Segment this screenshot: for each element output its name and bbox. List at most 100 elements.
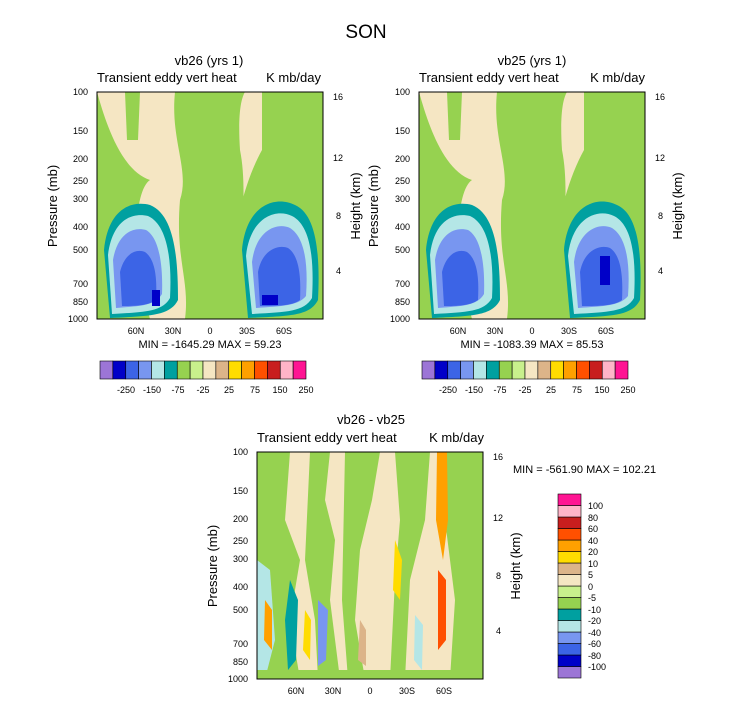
height-tick-label: 16 (655, 92, 665, 102)
y-tick-label: 400 (395, 222, 410, 232)
height-tick-label: 4 (658, 266, 663, 276)
y-tick-label: 100 (73, 87, 88, 97)
y-tick-label: 150 (395, 126, 410, 136)
colorbar-swatches (99, 360, 307, 380)
colorbar-label: -40 (588, 628, 601, 638)
right-subtitle: K mb/day (590, 70, 645, 85)
colorbar-swatches (557, 493, 582, 679)
y-tick-label: 250 (233, 536, 248, 546)
colorbar-swatch (215, 360, 230, 380)
plot-area (418, 91, 646, 320)
colorbar-label: 250 (620, 385, 635, 395)
y-tick-label: 1000 (390, 314, 410, 324)
colorbar-swatch (498, 360, 513, 380)
colorbar-label: 75 (572, 385, 582, 395)
colorbar-label: 10 (588, 559, 598, 569)
y-tick-label: 1000 (68, 314, 88, 324)
y-tick-label: 150 (73, 126, 88, 136)
min-max-label: MIN = -561.90 MAX = 102.21 (513, 464, 656, 476)
colorbar-swatch (99, 360, 114, 380)
y-tick-label: 100 (395, 87, 410, 97)
y-tick-label: 300 (73, 194, 88, 204)
colorbar-label: -150 (143, 385, 161, 395)
x-tick-label: 30N (325, 686, 342, 696)
colorbar-label: -250 (117, 385, 135, 395)
y-tick-label: 500 (395, 245, 410, 255)
height-tick-label: 4 (496, 626, 501, 636)
y-tick-label: 200 (73, 154, 88, 164)
colorbar-swatch (279, 360, 294, 380)
colorbar-swatch (228, 360, 242, 380)
x-axis: 60N 30N 0 30S 60S (450, 326, 614, 336)
left-subtitle: Transient eddy vert heat (257, 430, 397, 445)
colorbar: -250 -150 -75 -25 25 75 150 250 (421, 360, 636, 395)
colorbar-swatch (557, 643, 582, 656)
colorbar-swatch (557, 585, 582, 598)
colorbar-swatch (557, 597, 582, 610)
colorbar-label: -25 (518, 385, 531, 395)
y-tick-label: 150 (233, 486, 248, 496)
colorbar-swatch (486, 360, 500, 380)
y-tick-label: 100 (233, 447, 248, 457)
panel-vb25: vb25 (yrs 1) Transient eddy vert heat K … (366, 53, 685, 395)
height-tick-label: 12 (493, 513, 503, 523)
colorbar-swatch (267, 360, 281, 380)
y-tick-label: 300 (233, 554, 248, 564)
height-tick-label: 12 (655, 153, 665, 163)
panel-vb26: vb26 (yrs 1) Transient eddy vert heat K … (45, 53, 363, 395)
colorbar-label: -75 (171, 385, 184, 395)
colorbar-label: 5 (588, 570, 593, 580)
x-tick-label: 30N (165, 326, 182, 336)
y-axis-right-title: Height (km) (508, 532, 523, 599)
x-tick-label: 60N (450, 326, 467, 336)
x-tick-label: 60N (128, 326, 145, 336)
colorbar-label: -80 (588, 651, 601, 661)
colorbar-label: 75 (250, 385, 260, 395)
x-tick-label: 30S (561, 326, 577, 336)
height-tick-label: 8 (336, 211, 341, 221)
colorbar-swatch (557, 562, 582, 575)
y-axis-right: 4 8 12 16 (655, 92, 665, 276)
colorbar-swatch (189, 360, 204, 380)
colorbar-label: -10 (588, 605, 601, 615)
y-tick-label: 400 (73, 222, 88, 232)
y-tick-label: 850 (73, 297, 88, 307)
colorbar-swatch (557, 574, 582, 587)
x-tick-label: 60S (436, 686, 452, 696)
colorbar-swatch (557, 654, 582, 667)
y-axis-right: 4 8 12 16 (333, 92, 343, 276)
colorbar-label: -25 (196, 385, 209, 395)
y-axis-title: Pressure (mb) (366, 165, 381, 247)
y-axis-right-title: Height (km) (348, 172, 363, 239)
min-max-label: MIN = -1083.39 MAX = 85.53 (460, 339, 603, 351)
colorbar-label: -60 (588, 639, 601, 649)
colorbar-label: -75 (493, 385, 506, 395)
colorbar-label: -150 (465, 385, 483, 395)
colorbar-swatch (460, 360, 474, 380)
colorbar-swatch (557, 608, 582, 621)
y-tick-label: 250 (395, 176, 410, 186)
colorbar-swatch (557, 493, 582, 506)
colorbar-swatch (473, 360, 487, 380)
height-tick-label: 16 (333, 92, 343, 102)
colorbar-swatch (557, 631, 582, 644)
height-tick-label: 8 (658, 211, 663, 221)
colorbar-label: 80 (588, 513, 598, 523)
y-tick-label: 500 (73, 245, 88, 255)
colorbar-swatch (202, 360, 217, 380)
height-tick-label: 4 (336, 266, 341, 276)
colorbar-label: 0 (588, 582, 593, 592)
colorbar-swatch (614, 360, 629, 380)
colorbar-swatch (447, 360, 461, 380)
y-tick-label: 700 (395, 279, 410, 289)
y-tick-label: 300 (395, 194, 410, 204)
y-tick-label: 700 (233, 639, 248, 649)
colorbar-label: 250 (298, 385, 313, 395)
plot-area (256, 451, 484, 680)
right-subtitle: K mb/day (429, 430, 484, 445)
y-tick-label: 500 (233, 605, 248, 615)
y-axis-right: 4 8 12 16 (493, 452, 503, 636)
left-subtitle: Transient eddy vert heat (97, 70, 237, 85)
y-tick-label: 200 (395, 154, 410, 164)
